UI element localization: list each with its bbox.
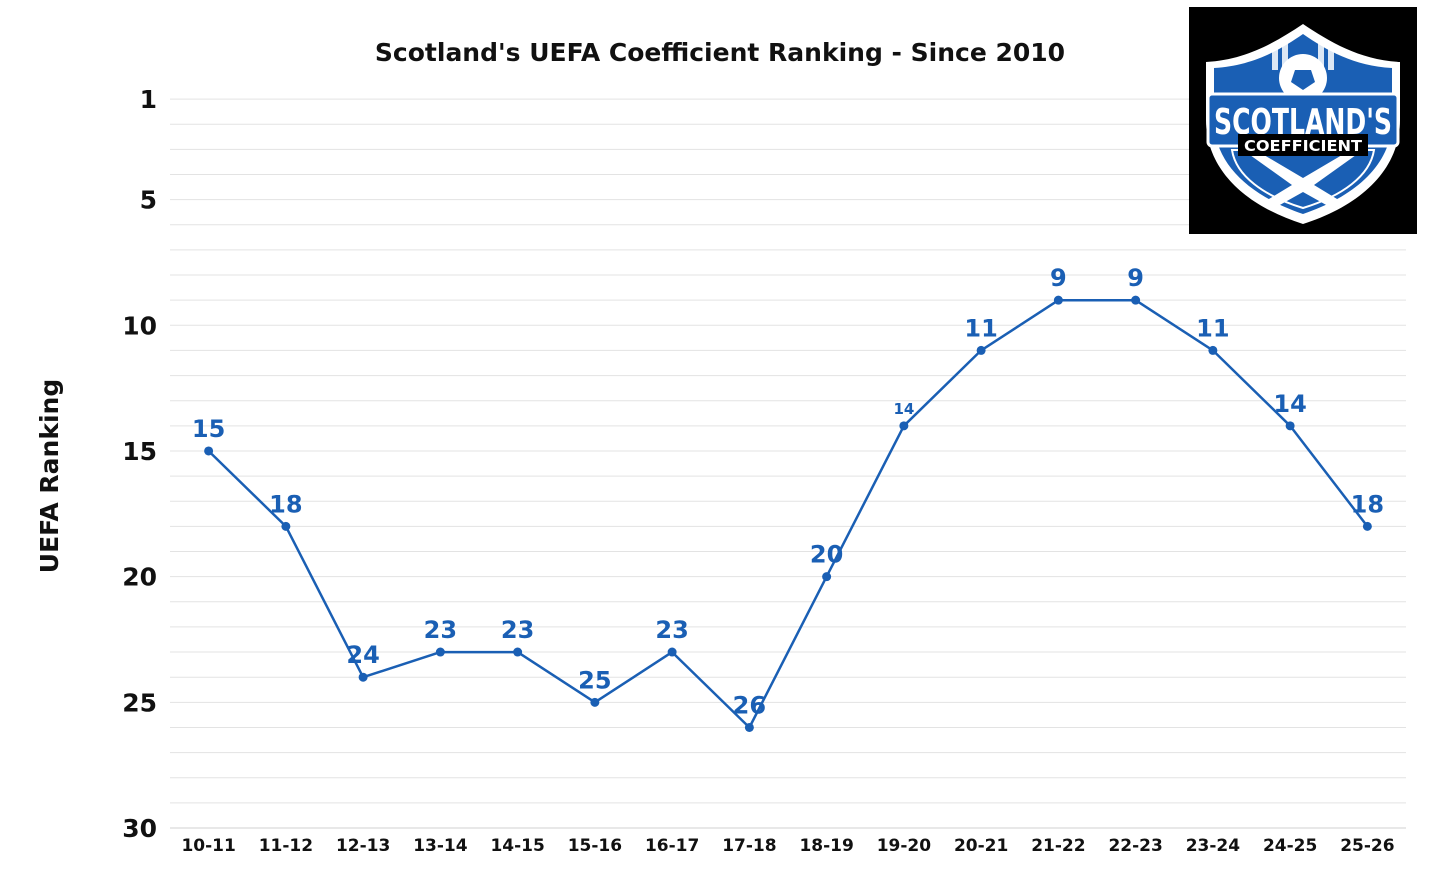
data-point <box>358 672 368 682</box>
y-tick-label: 20 <box>122 563 157 592</box>
data-labels: 15 18 24 23 23 25 23 26 20 14 11 9 9 11 14 18 <box>192 264 1384 719</box>
logo-subtitle: COEFFICIENT <box>1244 137 1363 155</box>
football-pattern-icon <box>1291 70 1315 90</box>
logo: SCOTLAND'S COEFFICIENT <box>1189 7 1417 234</box>
data-point <box>1362 521 1372 531</box>
data-point <box>281 521 291 531</box>
x-tick-label: 19-20 <box>877 836 932 856</box>
x-tick-label: 14-15 <box>490 836 544 856</box>
data-label: 23 <box>655 616 688 644</box>
y-tick-label: 1 <box>140 85 157 114</box>
data-label: 25 <box>578 666 611 694</box>
x-tick-label: 16-17 <box>645 836 699 856</box>
y-tick-label: 30 <box>122 814 157 843</box>
grid-lines <box>170 98 1406 829</box>
data-label: 26 <box>733 691 766 719</box>
x-tick-label: 17-18 <box>722 836 776 856</box>
data-label: 9 <box>1127 264 1144 292</box>
data-label: 14 <box>1273 390 1306 418</box>
data-points <box>204 295 1372 732</box>
y-tick-label: 15 <box>122 437 157 466</box>
data-point <box>1131 295 1141 305</box>
data-label: 14 <box>893 400 914 418</box>
data-point <box>435 647 445 657</box>
x-tick-label: 24-25 <box>1263 836 1317 856</box>
logo-subbanner <box>1238 134 1368 156</box>
data-label: 20 <box>810 541 843 569</box>
data-point <box>744 722 754 732</box>
series-line <box>207 298 1369 729</box>
x-tick-label: 21-22 <box>1031 836 1085 856</box>
data-point <box>1053 295 1063 305</box>
x-tick-label: 20-21 <box>954 836 1008 856</box>
data-label: 23 <box>501 616 534 644</box>
data-point <box>667 647 677 657</box>
data-point <box>1285 421 1295 431</box>
y-axis-label: UEFA Ranking <box>35 379 64 573</box>
x-tick-label: 18-19 <box>799 836 853 856</box>
bar-chart-icon <box>1272 38 1334 70</box>
x-tick-label: 11-12 <box>259 836 313 856</box>
chart-title: Scotland's UEFA Coefficient Ranking - Si… <box>375 38 1065 67</box>
data-label: 11 <box>1196 314 1229 342</box>
y-tick-label: 5 <box>140 186 157 215</box>
data-label: 18 <box>1351 490 1384 518</box>
x-tick-label: 22-23 <box>1108 836 1162 856</box>
data-point <box>976 345 986 355</box>
data-point <box>822 572 832 582</box>
data-label: 23 <box>424 616 457 644</box>
x-tick-label: 12-13 <box>336 836 390 856</box>
x-tick-label: 15-16 <box>568 836 622 856</box>
data-label: 11 <box>964 314 997 342</box>
data-point <box>204 446 214 456</box>
x-tick-label: 13-14 <box>413 836 468 856</box>
data-label: 9 <box>1050 264 1067 292</box>
x-tick-label: 23-24 <box>1186 836 1241 856</box>
saltire-icon <box>1250 155 1356 206</box>
data-point <box>899 421 909 431</box>
data-point <box>590 697 600 707</box>
y-tick-label: 25 <box>122 688 157 717</box>
series-line-path <box>207 298 1369 729</box>
data-label: 24 <box>346 641 379 669</box>
data-label: 15 <box>192 415 225 443</box>
data-point <box>513 647 523 657</box>
data-label: 18 <box>269 490 302 518</box>
x-tick-label: 10-11 <box>181 836 235 856</box>
data-point <box>1208 345 1218 355</box>
x-tick-label: 25-26 <box>1340 836 1394 856</box>
x-tick-labels: 10-11 11-12 12-13 13-14 14-15 15-16 16-17 17-18… <box>181 836 1394 856</box>
y-tick-label: 10 <box>122 311 157 340</box>
